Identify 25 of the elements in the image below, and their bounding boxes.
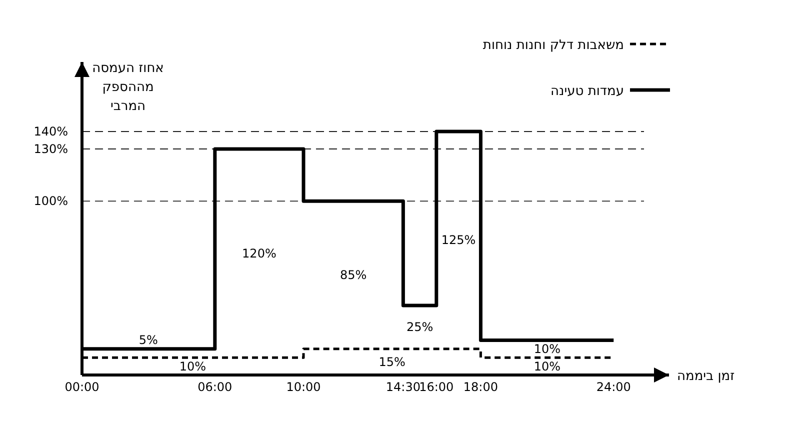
y-axis-title: אחוז העמסה מההספק המרבי bbox=[92, 61, 164, 114]
legend: משאבות דלק וחנות נוחות bbox=[482, 38, 670, 53]
annotation: 25% bbox=[406, 320, 434, 334]
annotation: 10% bbox=[179, 359, 206, 374]
x-axis-title: זמן ביממה bbox=[677, 369, 735, 384]
legend-label: משאבות דלק וחנות נוחות bbox=[482, 38, 624, 53]
x-tick-label: 24:00 bbox=[596, 380, 631, 394]
y-tick-label: 100% bbox=[34, 194, 68, 208]
legend: עמדות טעינה bbox=[550, 84, 670, 99]
y-tick-label: 140% bbox=[34, 124, 68, 139]
x-tick-label: 10:00 bbox=[286, 380, 321, 394]
x-tick-label: 18:00 bbox=[463, 380, 498, 394]
legend-label: עמדות טעינה bbox=[550, 84, 624, 99]
annotation: 125% bbox=[441, 233, 476, 248]
y-tick-label: 130% bbox=[34, 142, 68, 156]
annotation: 15% bbox=[378, 354, 406, 369]
annotation: 120% bbox=[242, 246, 276, 260]
x-tick-label: 06:00 bbox=[198, 380, 232, 394]
x-tick-label: 16:00 bbox=[419, 380, 454, 394]
annotation: 85% bbox=[340, 268, 367, 282]
x-tick-label: 14:30 bbox=[386, 380, 420, 394]
annotation: 10% bbox=[534, 359, 561, 374]
annotation: 5% bbox=[138, 332, 158, 347]
annotation: 10% bbox=[534, 342, 561, 356]
x-tick-label: 00:00 bbox=[64, 380, 100, 394]
